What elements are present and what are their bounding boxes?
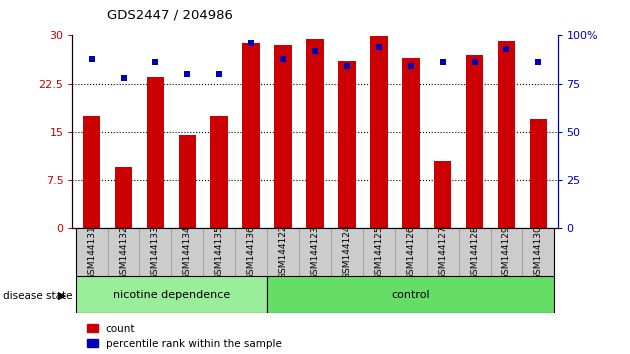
Text: GSM144122: GSM144122 xyxy=(278,225,287,279)
Point xyxy=(118,75,129,81)
Text: GSM144133: GSM144133 xyxy=(151,225,160,280)
Bar xyxy=(466,55,483,228)
Text: GSM144135: GSM144135 xyxy=(215,225,224,280)
Bar xyxy=(274,45,292,228)
Bar xyxy=(331,228,363,276)
Point xyxy=(438,59,448,65)
Bar xyxy=(267,228,299,276)
Point xyxy=(310,48,320,54)
Text: GSM144125: GSM144125 xyxy=(374,225,383,280)
Text: GSM144129: GSM144129 xyxy=(502,225,511,280)
Bar xyxy=(338,61,356,228)
Bar xyxy=(243,43,260,228)
Bar xyxy=(459,228,491,276)
Bar xyxy=(427,228,459,276)
Text: GSM144131: GSM144131 xyxy=(87,225,96,280)
Bar xyxy=(522,228,554,276)
Point xyxy=(534,59,544,65)
Bar xyxy=(498,41,515,228)
Bar xyxy=(370,36,387,228)
Bar xyxy=(139,228,171,276)
Bar xyxy=(76,276,267,313)
Text: GSM144128: GSM144128 xyxy=(470,225,479,280)
Text: GSM144132: GSM144132 xyxy=(119,225,128,280)
Bar xyxy=(395,228,427,276)
Bar xyxy=(76,228,108,276)
Point xyxy=(469,59,479,65)
Point xyxy=(501,46,512,52)
Point xyxy=(214,71,224,77)
Bar xyxy=(299,228,331,276)
Text: disease state: disease state xyxy=(3,291,72,301)
Legend: count, percentile rank within the sample: count, percentile rank within the sample xyxy=(87,324,282,349)
Point xyxy=(374,44,384,50)
Point xyxy=(406,63,416,69)
Bar xyxy=(115,167,132,228)
Text: GSM144136: GSM144136 xyxy=(247,225,256,280)
Text: control: control xyxy=(391,290,430,300)
Point xyxy=(151,59,161,65)
Bar xyxy=(235,228,267,276)
Bar xyxy=(267,276,554,313)
Bar xyxy=(530,119,547,228)
Text: GSM144134: GSM144134 xyxy=(183,225,192,280)
Text: GSM144126: GSM144126 xyxy=(406,225,415,280)
Point xyxy=(342,63,352,69)
Text: ▶: ▶ xyxy=(58,291,66,301)
Bar xyxy=(178,135,196,228)
Bar xyxy=(306,39,324,228)
Bar xyxy=(171,228,203,276)
Text: GSM144127: GSM144127 xyxy=(438,225,447,280)
Bar xyxy=(203,228,235,276)
Text: GSM144123: GSM144123 xyxy=(311,225,319,280)
Bar xyxy=(210,116,228,228)
Point xyxy=(278,56,288,61)
Bar xyxy=(363,228,395,276)
Point xyxy=(86,56,96,61)
Text: nicotine dependence: nicotine dependence xyxy=(113,290,230,300)
Point xyxy=(246,40,256,46)
Bar xyxy=(108,228,139,276)
Bar xyxy=(83,116,100,228)
Bar xyxy=(402,58,420,228)
Text: GDS2447 / 204986: GDS2447 / 204986 xyxy=(107,9,233,22)
Point xyxy=(182,71,192,77)
Bar xyxy=(434,161,452,228)
Bar xyxy=(491,228,522,276)
Bar xyxy=(147,77,164,228)
Text: GSM144130: GSM144130 xyxy=(534,225,543,280)
Text: GSM144124: GSM144124 xyxy=(343,225,352,279)
